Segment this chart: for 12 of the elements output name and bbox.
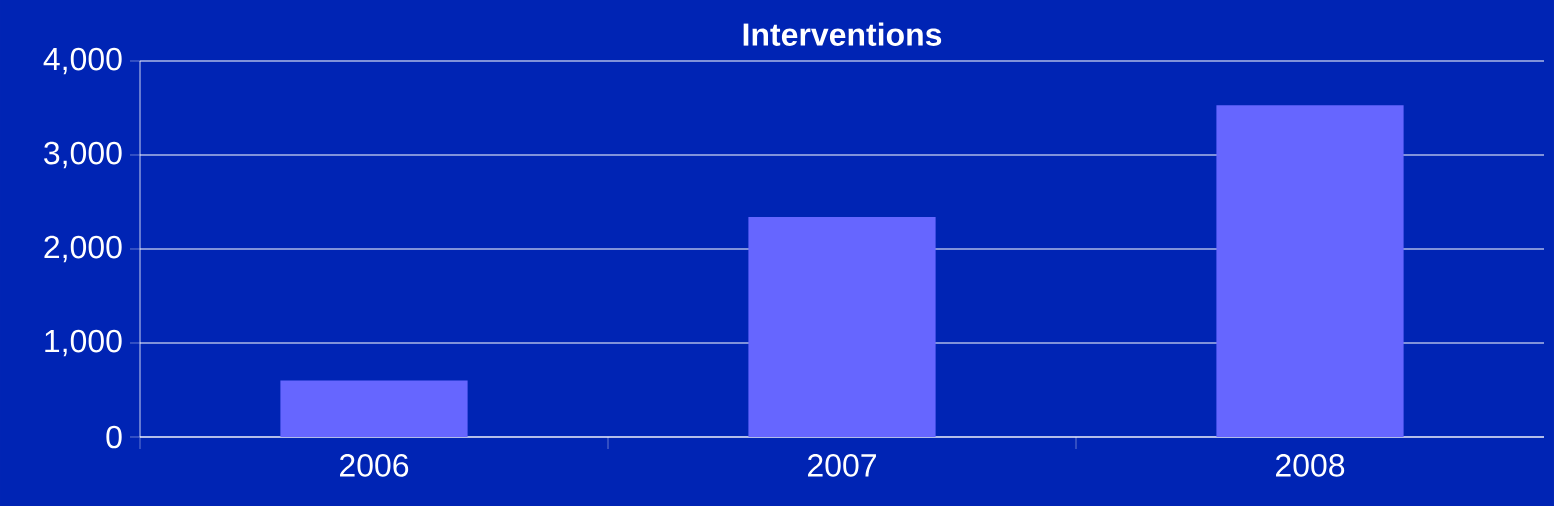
y-tick-label: 4,000: [43, 47, 122, 75]
chart-title: Interventions: [743, 22, 942, 46]
x-tick-label: 2008: [1276, 454, 1345, 477]
y-tick-label: 1,000: [45, 329, 122, 357]
y-tick-label: 3,000: [44, 141, 122, 169]
y-tick-label: 0: [106, 425, 122, 449]
bar: [1216, 105, 1404, 437]
bar: [280, 380, 468, 437]
y-tick-label: 2,000: [44, 235, 122, 263]
bar: [748, 217, 936, 437]
x-tick-label: 2006: [340, 454, 409, 477]
x-tick-label: 2007: [808, 454, 876, 477]
